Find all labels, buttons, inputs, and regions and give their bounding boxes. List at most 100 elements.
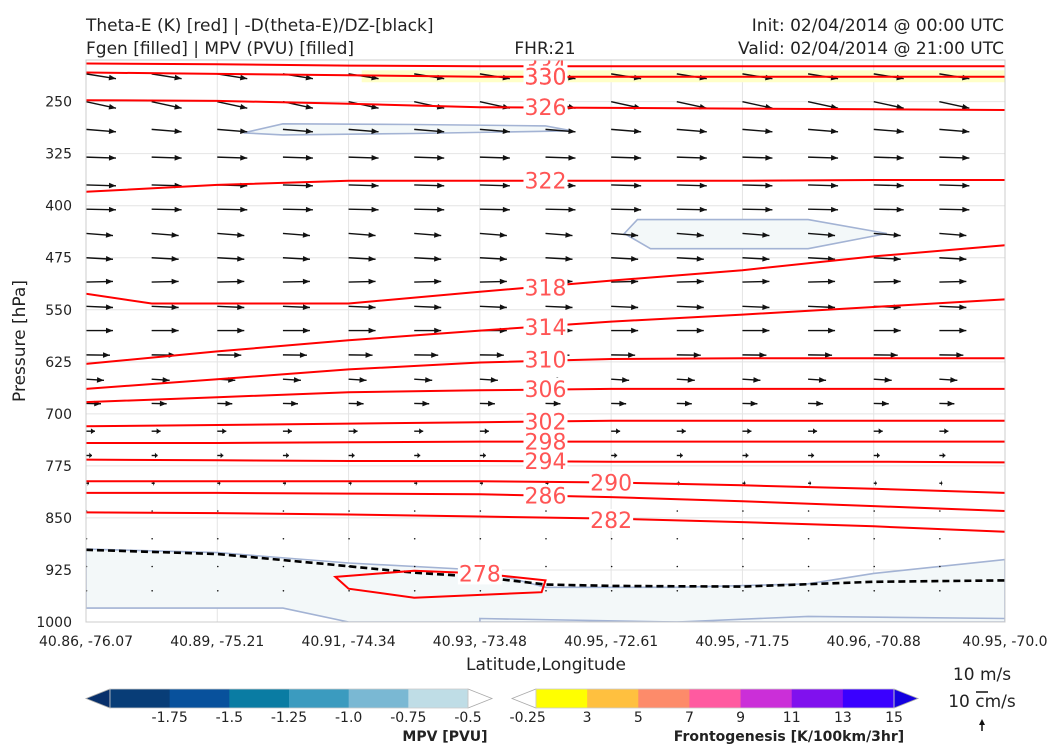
wind-vector — [479, 304, 507, 310]
wind-vector-dot — [413, 565, 416, 568]
wind-vector-head — [630, 256, 639, 262]
wind-vector-shaft — [1004, 73, 1005, 75]
wind-vector-head — [499, 304, 507, 310]
wind-vector-dot — [610, 589, 613, 592]
wind-vector-dot — [807, 589, 810, 592]
colorbar-segment — [408, 689, 469, 708]
wind-vector-head — [765, 182, 773, 189]
wind-vector-dot — [282, 589, 285, 592]
wind-vector — [282, 304, 310, 310]
theta-e-contour-label: 294 — [525, 450, 567, 475]
wind-vector — [611, 400, 627, 407]
wind-vector-dot — [348, 510, 350, 512]
wind-vector — [217, 278, 245, 285]
wind-vector-head — [634, 155, 642, 161]
wind-vector-head — [1025, 279, 1032, 285]
wind-vector — [86, 73, 117, 81]
colorbar-segment — [842, 689, 895, 708]
theta-e-contour-label: 310 — [525, 349, 567, 374]
wind-vector-head — [108, 182, 116, 189]
theta-e-label-background — [523, 65, 568, 88]
wind-vector-head — [696, 278, 704, 285]
wind-vector — [873, 452, 880, 459]
theta-e-label-background — [523, 410, 568, 433]
wind-vector-head — [878, 428, 883, 434]
colorbar-tick-label: -1.0 — [335, 710, 362, 726]
wind-vector — [86, 256, 114, 262]
wind-vector — [1004, 233, 1005, 235]
wind-vector — [479, 278, 507, 285]
y-axis-label: Pressure [hPa] — [10, 280, 30, 402]
wind-vector-head — [222, 428, 227, 434]
wind-vector-shaft — [1004, 257, 1005, 259]
wind-vector — [479, 182, 510, 189]
wind-vector — [413, 537, 416, 540]
wind-vector — [939, 589, 941, 592]
wind-vector — [873, 537, 876, 540]
wind-vector-head — [90, 428, 95, 434]
title-right-line-1: Init: 02/04/2014 @ 00:00 UTC — [752, 16, 1004, 36]
wind-vector — [479, 128, 510, 135]
theta-e-label-background — [523, 430, 568, 453]
wind-vector-dot — [545, 565, 547, 568]
wind-vector — [545, 155, 576, 161]
theta-e-contour-line — [86, 511, 1005, 533]
wind-vector-head — [171, 327, 179, 334]
wind-vector — [676, 278, 704, 285]
wind-vector — [611, 327, 639, 334]
wind-vector — [479, 428, 489, 434]
wind-vector — [217, 128, 248, 135]
frontogenesis-colorbar-label: Frontogenesis [K/100km/3hr] — [674, 729, 904, 745]
wind-vector — [742, 537, 744, 540]
wind-vector-head — [553, 400, 561, 407]
wind-vector — [151, 428, 161, 434]
wind-vector-head — [174, 74, 182, 81]
wind-vector — [217, 206, 248, 213]
theta-e-label-background — [523, 450, 568, 473]
wind-vector — [348, 537, 350, 540]
wind-vector — [217, 327, 245, 334]
wind-vector-head — [962, 128, 970, 135]
colorbar-segment — [110, 689, 171, 708]
wind-vector-head — [568, 206, 576, 213]
wind-vector-head — [490, 377, 498, 383]
theta-e-contour-line — [86, 244, 1005, 305]
wind-vector-dot — [216, 565, 219, 568]
wind-vector — [217, 232, 245, 238]
wind-vector-head — [1016, 377, 1023, 383]
wind-vector-head — [371, 103, 379, 110]
wind-vector-head — [699, 155, 707, 161]
wind-vector — [611, 128, 642, 135]
wind-vector-head — [305, 103, 313, 110]
wind-vector — [216, 510, 219, 512]
wind-vector — [414, 428, 424, 434]
wind-vector-dot — [413, 537, 416, 540]
wind-vector — [873, 377, 892, 383]
wind-vector — [282, 128, 313, 135]
theta-e-label-background — [523, 348, 568, 371]
wind-vector-head — [693, 352, 701, 358]
wind-vector-head — [699, 182, 707, 189]
wind-vector-head — [305, 74, 313, 81]
wind-vector-head — [877, 452, 880, 459]
wind-vector — [873, 589, 876, 592]
wind-vector — [348, 256, 376, 262]
wind-vector-head — [368, 278, 376, 285]
colorbar-tick-label: 9 — [736, 710, 745, 726]
wind-vector-head — [765, 128, 773, 135]
wind-vector — [282, 510, 285, 512]
wind-vector-head — [745, 452, 749, 459]
x-tick-label: 40.95, -72.61 — [564, 634, 658, 650]
wind-vector — [282, 565, 285, 568]
wind-vector-head — [631, 327, 639, 334]
wind-vector — [939, 304, 967, 310]
wind-vector — [676, 510, 679, 512]
wind-vector — [676, 452, 683, 459]
wind-vector-head — [828, 278, 836, 285]
colorbar-segment — [169, 689, 230, 708]
wind-vector — [676, 589, 679, 592]
wind-vector — [873, 128, 904, 135]
wind-vector-dot — [873, 510, 876, 512]
wind-vector-dot — [348, 537, 350, 540]
y-tick-label: 700 — [45, 407, 72, 423]
